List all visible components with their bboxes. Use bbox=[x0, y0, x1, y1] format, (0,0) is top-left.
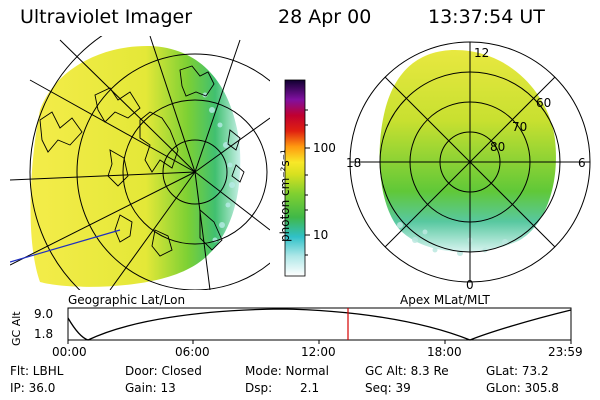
mlt-18-label: 18 bbox=[346, 156, 362, 170]
date-label: 28 Apr 00 bbox=[278, 6, 372, 28]
status-ip: IP: 36.0 bbox=[10, 381, 56, 395]
altitude-xtick-0000: 00:00 bbox=[52, 345, 87, 359]
geographic-grid bbox=[10, 36, 270, 290]
terminator-line bbox=[10, 229, 121, 263]
colorbar-tick-100: 100 bbox=[313, 141, 336, 155]
right-aurora-disk bbox=[379, 50, 556, 252]
mlt-12-label: 12 bbox=[474, 46, 490, 60]
mlt-0-label: 0 bbox=[466, 278, 474, 292]
time-label: 13:37:54 UT bbox=[428, 6, 545, 28]
status-door: Door: Closed bbox=[125, 364, 202, 378]
colorbar bbox=[284, 79, 310, 277]
altitude-xtick-1200: 12:00 bbox=[301, 345, 336, 359]
altitude-xtick-0600: 06:00 bbox=[175, 345, 210, 359]
status-mode: Mode: Normal bbox=[245, 364, 329, 378]
mlt-6-label: 6 bbox=[578, 156, 586, 170]
status-gc-alt: GC Alt: 8.3 Re bbox=[365, 364, 449, 378]
altitude-ytick-low: 1.8 bbox=[34, 327, 54, 341]
status-seq: Seq: 39 bbox=[365, 381, 411, 395]
altitude-xtick-2359: 23:59 bbox=[548, 345, 583, 359]
apex-polar-plot bbox=[349, 41, 591, 283]
left-aurora-disk bbox=[30, 45, 241, 287]
status-glat: GLat: 73.2 bbox=[486, 364, 549, 378]
status-gain: Gain: 13 bbox=[125, 381, 176, 395]
altitude-curve bbox=[67, 308, 572, 341]
status-glon: GLon: 305.8 bbox=[486, 381, 559, 395]
status-filter: Flt: LBHL bbox=[10, 364, 64, 378]
geographic-image bbox=[10, 36, 270, 290]
altitude-xtick-1800: 18:00 bbox=[427, 345, 462, 359]
altitude-ylabel: GC Alt bbox=[10, 311, 23, 346]
instrument-title: Ultraviolet Imager bbox=[20, 6, 193, 28]
status-dsp-label: Dsp: bbox=[245, 381, 273, 395]
left-noise-edge bbox=[202, 92, 235, 243]
altitude-ytick-high: 9.0 bbox=[34, 307, 54, 321]
colorbar-scale bbox=[284, 79, 306, 277]
lat-70-label: 70 bbox=[512, 120, 528, 134]
colorbar-unit-label: photon cm⁻²s⁻¹ bbox=[278, 149, 292, 242]
altitude-plot bbox=[67, 307, 572, 344]
lat-60-label: 60 bbox=[536, 96, 552, 110]
lat-80-label: 80 bbox=[490, 140, 506, 154]
altitude-plot-frame bbox=[67, 307, 572, 341]
geographic-caption: Geographic Lat/Lon bbox=[68, 293, 186, 307]
colorbar-tick-10: 10 bbox=[313, 228, 329, 242]
apex-caption: Apex MLat/MLT bbox=[400, 293, 490, 307]
status-dsp-value: 2.1 bbox=[300, 381, 320, 395]
right-noise-edge bbox=[397, 222, 508, 256]
